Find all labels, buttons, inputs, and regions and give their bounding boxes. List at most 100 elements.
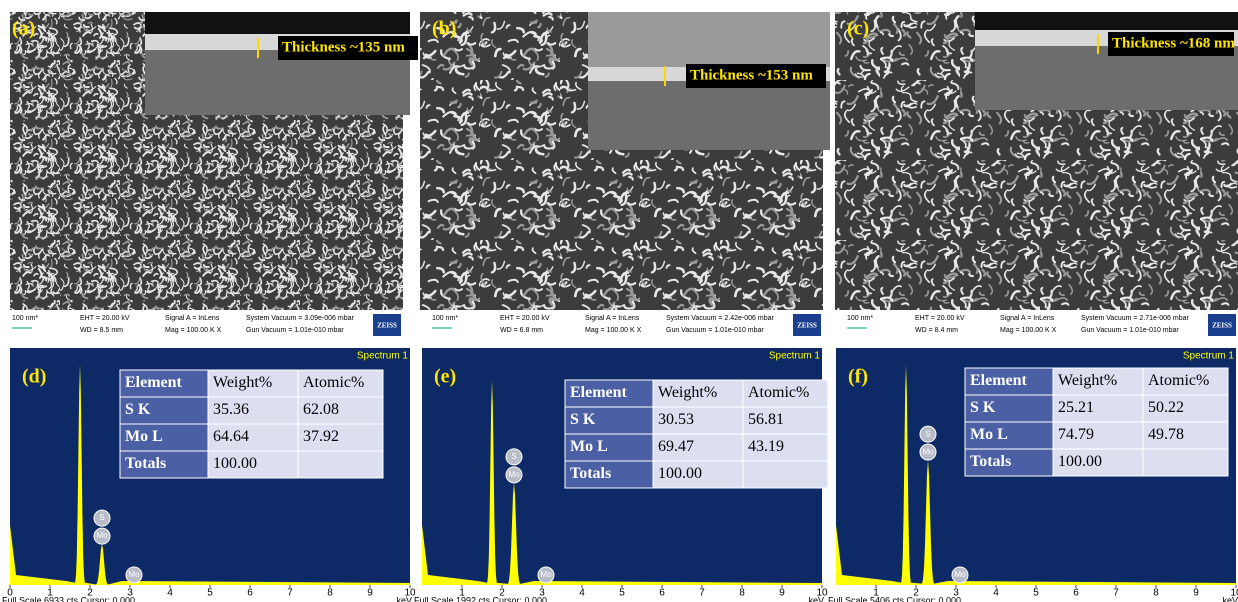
table-cell <box>564 433 654 462</box>
x-tick-label: 3 <box>127 588 133 599</box>
x-tick-label: 7 <box>287 588 293 599</box>
signal: Signal A = InLens <box>585 315 640 322</box>
thickness-box <box>686 64 826 88</box>
table-header: Atomic% <box>1148 372 1209 389</box>
table-cell <box>1052 394 1144 423</box>
table-cell <box>1052 421 1144 450</box>
x-tick-label: 4 <box>167 588 173 599</box>
x-tick-label: 8 <box>1153 588 1159 599</box>
inset-top <box>145 12 410 34</box>
x-tick-label: 3 <box>953 588 959 599</box>
peak-label: Mo <box>954 570 966 579</box>
vacuum: System Vacuum = 2.42e-006 mbar <box>666 315 775 322</box>
table-cell <box>1142 421 1229 450</box>
table-text: 74.79 <box>1058 426 1094 443</box>
table-cell <box>297 369 384 398</box>
unit: keV <box>808 595 824 602</box>
peak-label: S <box>925 429 930 438</box>
x-tick-label: 3 <box>539 588 545 599</box>
peak-label: S <box>511 452 516 461</box>
table-text: Mo L <box>570 438 608 455</box>
table-text: Mo L <box>970 426 1008 443</box>
table-header: Element <box>125 374 183 391</box>
inset-top <box>975 12 1238 30</box>
table-text: 43.19 <box>748 438 784 455</box>
table-text: 100.00 <box>213 455 257 472</box>
x-tick-label: 10 <box>404 588 416 599</box>
table-cell <box>1142 367 1229 396</box>
table-cell <box>119 450 209 479</box>
table-text: 100.00 <box>658 465 702 482</box>
eht: EHT = 20.00 kV <box>80 315 130 322</box>
vacuum: System Vacuum = 2.71e-006 mbar <box>1081 315 1190 322</box>
table-text: 49.78 <box>1148 426 1184 443</box>
spectrum-name: Spectrum 1 <box>357 351 409 362</box>
table-header: Weight% <box>658 384 717 401</box>
x-tick-label: 2 <box>499 588 505 599</box>
logo: ZEISS <box>377 322 397 330</box>
x-tick-label: 5 <box>1033 588 1039 599</box>
logo-box <box>1208 314 1236 336</box>
wd: WD = 6.8 mm <box>500 327 543 334</box>
x-tick-label: 2 <box>87 588 93 599</box>
x-tick-label: 4 <box>993 588 999 599</box>
thickness-label: Thickness ~168 nm <box>1112 35 1235 51</box>
gun: Gun Vacuum = 1.01e-010 mbar <box>666 327 764 334</box>
table-cell <box>742 460 829 489</box>
table-text: S K <box>970 399 996 416</box>
gun: Gun Vacuum = 1.01e-010 mbar <box>246 327 344 334</box>
x-tick-label: 0 <box>7 588 13 599</box>
peak-label: S <box>99 513 104 522</box>
spectrum-name: Spectrum 1 <box>1183 351 1235 362</box>
logo-box <box>373 314 401 336</box>
table-cell <box>119 423 209 452</box>
footer: Full Scale 6933 cts Cursor: 0.000 <box>2 595 135 602</box>
panel-label: (e) <box>434 366 456 388</box>
footer: Full Scale 5406 cts Cursor: 0.000 <box>828 595 961 602</box>
mag: Mag = 100.00 K X <box>1000 327 1057 334</box>
table-text: 64.64 <box>213 428 249 445</box>
panel-label: (b) <box>432 18 456 40</box>
peak-marker <box>919 425 937 443</box>
table-cell <box>1052 448 1144 477</box>
peak-label: Mo <box>922 447 934 456</box>
x-tick-label: 10 <box>816 588 828 599</box>
table-cell <box>119 396 209 425</box>
x-tick-label: 1 <box>873 588 879 599</box>
table-cell <box>297 396 384 425</box>
x-tick-label: 1 <box>459 588 465 599</box>
table-header: Atomic% <box>303 374 364 391</box>
table-text: S K <box>570 411 596 428</box>
table-cell <box>297 423 384 452</box>
mag: Mag = 100.00 K X <box>585 327 642 334</box>
panel-label: (c) <box>847 18 869 40</box>
thickness-box <box>278 36 418 60</box>
peak-label: Mo <box>540 570 552 579</box>
table-text: Totals <box>970 453 1011 470</box>
scale-label: 100 nm* <box>847 315 873 322</box>
peak-label: Mo <box>96 531 108 540</box>
mag: Mag = 100.00 K X <box>165 327 222 334</box>
peak-marker <box>93 527 111 545</box>
peak-marker <box>537 566 555 584</box>
table-text: Mo L <box>125 428 163 445</box>
table-cell <box>119 369 209 398</box>
table-header: Atomic% <box>748 384 809 401</box>
logo: ZEISS <box>1212 322 1232 330</box>
x-tick-label: 10 <box>1230 588 1238 599</box>
x-tick-label: 9 <box>367 588 373 599</box>
peak-marker <box>919 443 937 461</box>
x-tick-label: 6 <box>659 588 665 599</box>
wd: WD = 8.4 mm <box>915 327 958 334</box>
inset-top <box>588 12 830 67</box>
thickness-label: Thickness ~153 nm <box>690 67 813 83</box>
x-tick-label: 2 <box>913 588 919 599</box>
x-tick-label: 6 <box>247 588 253 599</box>
table-cell <box>742 406 829 435</box>
peak-marker <box>505 448 523 466</box>
table-text: 56.81 <box>748 411 784 428</box>
wd: WD = 8.5 mm <box>80 327 123 334</box>
peak-label: Mo <box>128 570 140 579</box>
thickness-label: Thickness ~135 nm <box>282 39 405 55</box>
unit: keV <box>396 595 412 602</box>
